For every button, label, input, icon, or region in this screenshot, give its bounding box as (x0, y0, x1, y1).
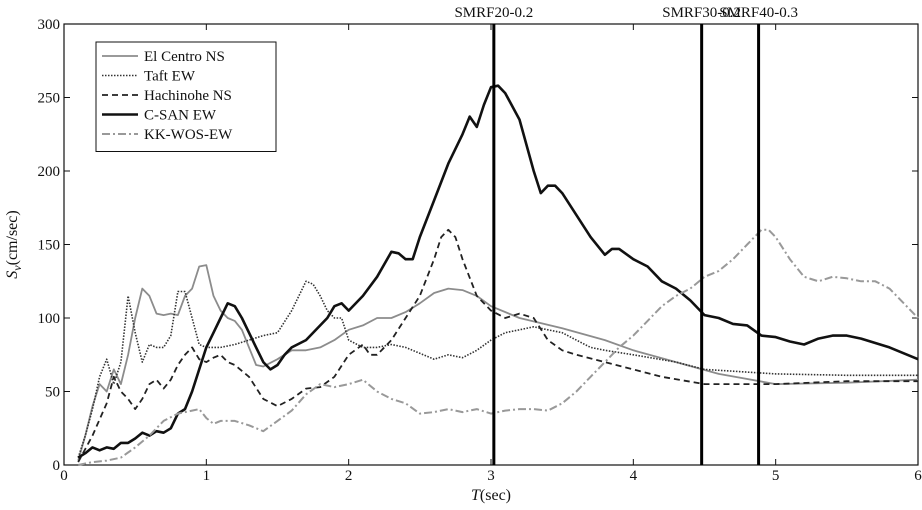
x-tick-label: 1 (203, 468, 211, 484)
marker-label-2: SMRF40-0.3 (719, 5, 798, 21)
legend-label-1: Taft EW (144, 69, 196, 85)
series-line-2 (77, 228, 918, 463)
marker-label-1: SMRF30-0.2 (662, 5, 741, 21)
series-line-4 (78, 228, 919, 466)
series-line-3 (77, 84, 919, 459)
legend-label-2: Hachinohe NS (144, 88, 232, 104)
series-line-0 (77, 264, 919, 461)
y-tick-label: 150 (38, 238, 61, 254)
y-axis-title: Sv(cm/sec) (4, 210, 24, 278)
y-tick-label: 0 (53, 458, 61, 474)
y-tick-label: 50 (45, 385, 60, 401)
x-tick-label: 4 (630, 468, 638, 484)
series-line-1 (77, 280, 918, 458)
plot-area: 0 1 2 3 4 5 6 0 50 100 150 200 250 300 T(sec) Sv(cm/sec… (4, 5, 922, 504)
x-tick-label: 0 (60, 468, 68, 484)
y-tick-label: 200 (38, 164, 61, 180)
x-tick-label: 2 (345, 468, 353, 484)
y-tick-label: 100 (38, 311, 61, 327)
x-tick-label: 6 (914, 468, 922, 484)
legend-label-4: KK-WOS-EW (144, 127, 233, 143)
x-tick-label: 3 (487, 468, 495, 484)
y-tick-label: 250 (38, 91, 61, 107)
x-axis-title: T(sec) (471, 487, 511, 504)
marker-label-0: SMRF20-0.2 (454, 5, 533, 21)
x-tick-label: 5 (772, 468, 780, 484)
y-tick-label: 300 (38, 17, 61, 33)
legend-label-0: El Centro NS (144, 49, 225, 65)
legend-label-3: C-SAN EW (144, 108, 217, 124)
